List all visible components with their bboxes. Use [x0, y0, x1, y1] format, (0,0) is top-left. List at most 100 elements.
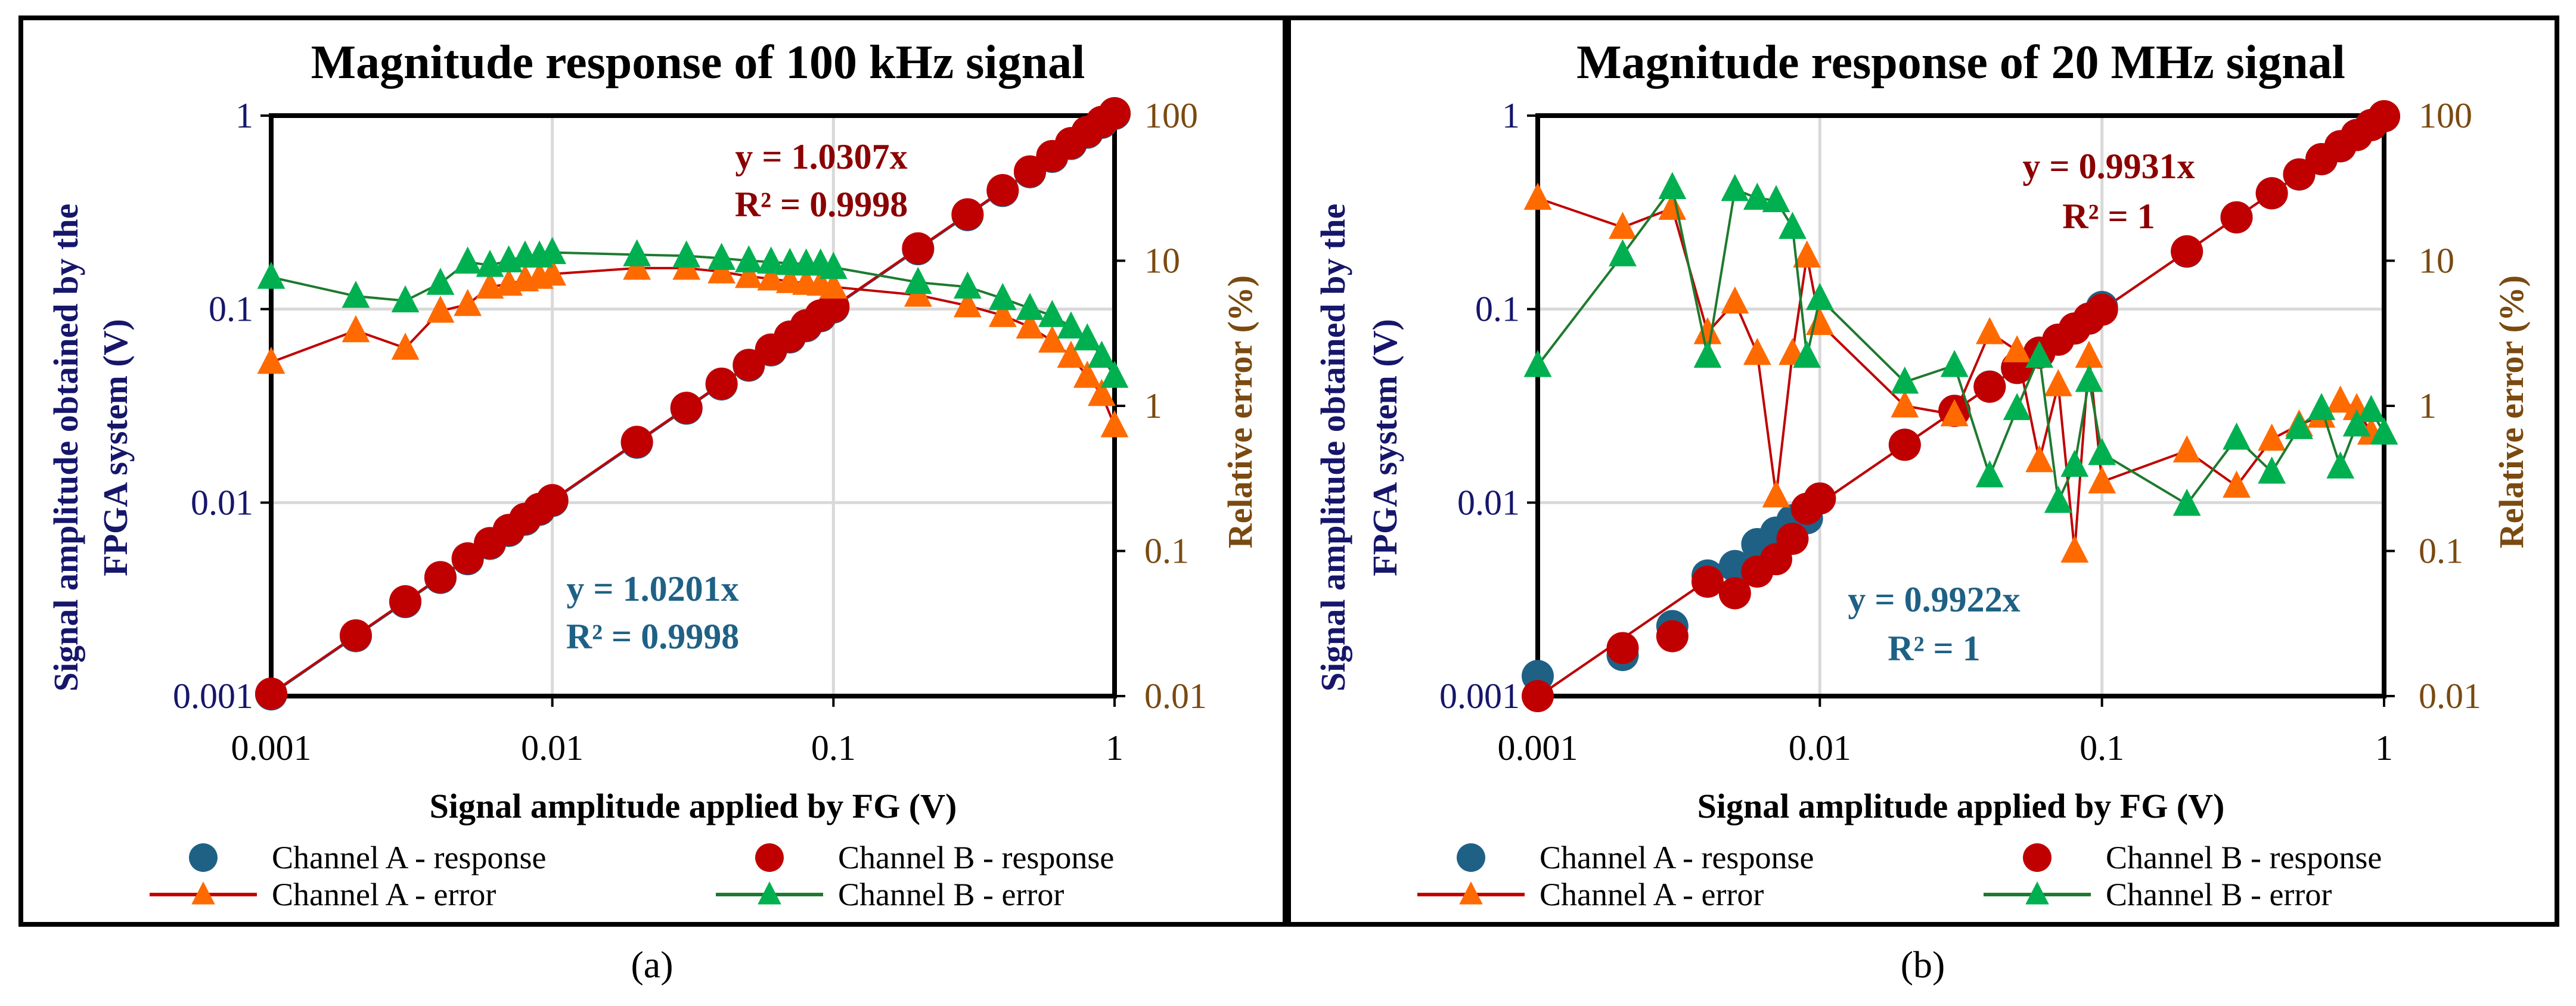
data-point-triangle [2060, 449, 2089, 477]
plot-area [1535, 113, 2386, 698]
y2-tick-label: 1 [1144, 386, 1162, 426]
data-point-triangle [342, 280, 370, 308]
data-point-triangle [1088, 340, 1116, 368]
data-point-triangle [1609, 239, 1637, 266]
series-channel-b-response [1522, 100, 2400, 712]
chart-title: Magnitude response of 20 MHz signal [1576, 36, 2345, 89]
y2-axis-title: Relative error (%) [1221, 275, 1259, 548]
data-point-circle [2220, 201, 2253, 234]
legend-circle-icon [189, 843, 218, 872]
data-point-triangle [1100, 410, 1129, 437]
data-point-triangle [1975, 316, 2004, 344]
legend-item: Channel A - error [1417, 877, 1764, 912]
trendline-equation-a: y = 0.9922x [1848, 580, 2020, 619]
data-point-triangle [257, 346, 285, 374]
legend-triangle-icon [191, 881, 215, 905]
legend-circle-icon [755, 843, 784, 872]
data-point-triangle [2172, 435, 2201, 462]
legend-item: Channel B - error [1984, 877, 2332, 912]
panel-border [18, 15, 1287, 927]
x-tick-label: 1 [2375, 728, 2393, 768]
y2-tick-label: 0.1 [2419, 532, 2463, 571]
data-point-circle [255, 677, 287, 710]
data-point-circle [951, 198, 984, 231]
data-point-circle [817, 290, 850, 323]
data-point-triangle [1743, 182, 1771, 210]
data-point-triangle [1016, 311, 1044, 339]
y-axis-title: Signal amplitude obtained by the [1314, 204, 1352, 692]
data-point-triangle [2357, 395, 2385, 423]
data-point-triangle [988, 300, 1017, 327]
legend-item: Channel A - response [1457, 840, 1814, 875]
data-point-triangle [1658, 192, 1687, 220]
data-point-triangle [1073, 361, 1101, 388]
y-axis-title: FPGA system (V) [96, 319, 135, 576]
data-point-triangle [1073, 323, 1101, 350]
data-point-triangle [2223, 470, 2251, 498]
y-axis-title: FPGA system (V) [1365, 319, 1404, 576]
data-point-triangle [1743, 337, 1771, 365]
data-point-triangle [1100, 361, 1129, 388]
data-point-circle [1804, 482, 1836, 515]
data-point-triangle [1762, 480, 1790, 508]
data-point-circle [424, 561, 457, 594]
panel-a: Magnitude response of 100 kHz signal 0.00… [18, 15, 1287, 986]
x-tick-label: 0.01 [521, 728, 584, 768]
data-point-triangle [391, 333, 420, 360]
data-point-triangle [2088, 466, 2116, 493]
data-point-circle [1776, 523, 1809, 555]
data-point-triangle [2258, 423, 2286, 451]
data-point-triangle [1762, 185, 1790, 212]
data-point-triangle [538, 258, 567, 286]
data-point-triangle [734, 260, 763, 288]
y2-tick-label: 10 [2419, 241, 2454, 281]
series-channel-b-error [257, 237, 1129, 388]
data-point-circle [536, 484, 569, 517]
data-point-circle [1098, 97, 1131, 129]
y2-tick-label: 1 [2419, 386, 2437, 426]
legend: Channel A - response Channel B - response… [150, 840, 1114, 912]
data-point-triangle [2258, 457, 2286, 484]
legend-item: Channel B - response [755, 840, 1114, 875]
y-axis-title: Signal amplitude obtained by the [46, 204, 85, 692]
data-point-triangle [454, 288, 482, 316]
data-point-triangle [1088, 378, 1116, 406]
panel-b: Magnitude response of 20 MHz signal 0.001… [1286, 15, 2559, 986]
data-point-circle [670, 392, 703, 424]
y-tick-label: 0.1 [209, 290, 253, 329]
data-point-triangle [2172, 489, 2201, 516]
y-tick-label: 0.1 [1475, 290, 1520, 329]
data-point-triangle [707, 243, 736, 270]
legend-item: Channel B - error [716, 877, 1064, 912]
data-point-triangle [2223, 423, 2251, 450]
data-point-triangle [1693, 316, 1722, 344]
data-point-triangle [2307, 393, 2336, 420]
data-point-triangle [2025, 445, 2054, 473]
x-tick-label: 0.01 [1789, 728, 1851, 768]
x-tick-label: 0.001 [231, 728, 312, 768]
data-point-triangle [2075, 340, 2103, 368]
panel-caption: (a) [631, 943, 673, 986]
trendline-r2-b: R² = 1 [2062, 197, 2155, 236]
legend-label: Channel B - error [2106, 877, 2332, 912]
series-channel-b-response [255, 97, 1131, 710]
x-axis-title: Signal amplitude applied by FG (V) [1697, 787, 2225, 825]
data-point-triangle [2060, 535, 2089, 563]
data-point-circle [1606, 632, 1639, 665]
legend-item: Channel A - error [150, 877, 496, 912]
data-point-triangle [2326, 385, 2355, 413]
data-point-triangle [2003, 335, 2031, 362]
y-tick-label: 1 [1502, 96, 1520, 135]
data-point-triangle [1038, 300, 1066, 327]
data-point-circle [1888, 429, 1921, 461]
data-point-triangle [819, 271, 848, 299]
data-point-triangle [1721, 286, 1749, 314]
y2-tick-label: 0.1 [1144, 532, 1189, 571]
data-point-circle [902, 232, 935, 265]
data-point-circle [339, 619, 372, 652]
data-point-circle [986, 174, 1019, 207]
legend-item: Channel B - response [2023, 840, 2382, 875]
data-point-circle [2085, 293, 2118, 326]
x-tick-label: 0.1 [2080, 728, 2124, 768]
y2-axis-title: Relative error (%) [2492, 275, 2531, 548]
